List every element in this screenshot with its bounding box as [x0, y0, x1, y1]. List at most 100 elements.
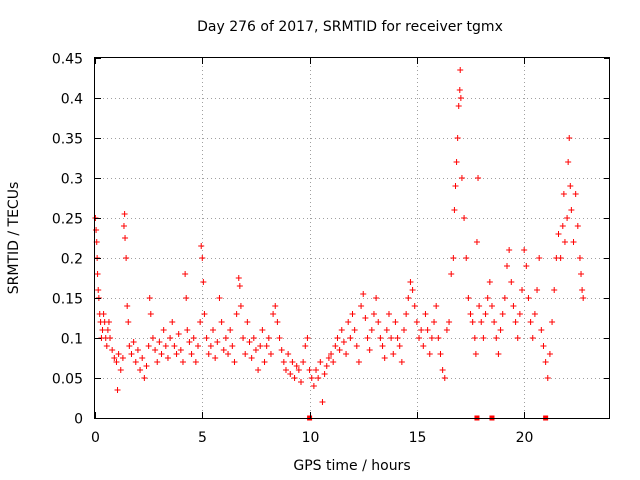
- y-axis-label: SRMTID / TECUs: [6, 182, 22, 295]
- data-point: [231, 359, 238, 365]
- data-point: [199, 255, 206, 261]
- data-point: [265, 335, 272, 341]
- data-point: [162, 343, 169, 349]
- data-point: [360, 291, 367, 297]
- data-point: [516, 311, 523, 317]
- data-point: [504, 263, 510, 269]
- data-point: [345, 319, 352, 325]
- data-point: [252, 347, 259, 353]
- data-point: [508, 279, 515, 285]
- data-point: [370, 311, 377, 317]
- y-tick-label: 0.2: [61, 252, 83, 268]
- data-point: [289, 359, 296, 365]
- data-point: [295, 367, 302, 373]
- data-point: [540, 343, 547, 349]
- x-tick-label: 15: [409, 430, 427, 446]
- data-point: [469, 319, 476, 325]
- data-point: [195, 343, 201, 349]
- data-point: [222, 335, 229, 341]
- data-point: [536, 255, 543, 261]
- data-point: [529, 335, 536, 341]
- data-point: [233, 311, 240, 317]
- data-point: [435, 335, 442, 341]
- data-point: [426, 351, 433, 357]
- data-point: [126, 343, 133, 349]
- x-tick-label: 0: [91, 430, 100, 446]
- data-point: [259, 327, 266, 333]
- data-point: [514, 335, 521, 341]
- data-point: [431, 319, 438, 325]
- data-point: [242, 351, 249, 357]
- data-point: [465, 295, 472, 301]
- data-point: [188, 351, 195, 357]
- data-point: [109, 347, 116, 353]
- data-point: [95, 287, 102, 293]
- data-point: [114, 387, 121, 393]
- data-point: [321, 371, 328, 377]
- data-point: [123, 255, 130, 261]
- data-point: [501, 295, 508, 301]
- data-point: [143, 363, 150, 369]
- data-point: [139, 355, 146, 361]
- data-point: [201, 311, 208, 317]
- data-point: [463, 255, 470, 261]
- data-point: [409, 287, 416, 293]
- data-point: [160, 327, 167, 333]
- data-point: [381, 355, 388, 361]
- data-point: [480, 335, 487, 341]
- data-point: [287, 371, 294, 377]
- data-point: [328, 351, 335, 357]
- x-tick-label: 20: [516, 430, 534, 446]
- data-point: [358, 303, 365, 309]
- data-point: [169, 319, 176, 325]
- data-point: [551, 287, 558, 293]
- data-point: [546, 351, 553, 357]
- y-tick-label: 0.25: [52, 212, 83, 228]
- data-point: [317, 359, 324, 365]
- data-point: [323, 363, 330, 369]
- data-point: [192, 359, 199, 365]
- data-point: [452, 183, 459, 189]
- data-point: [250, 335, 257, 341]
- data-point: [349, 311, 356, 317]
- data-point: [270, 311, 277, 317]
- data-point: [210, 327, 217, 333]
- data-point: [216, 295, 223, 301]
- data-point: [338, 327, 345, 333]
- data-point: [282, 367, 289, 373]
- data-point: [385, 311, 392, 317]
- y-tick-label: 0.05: [52, 372, 83, 388]
- data-point: [235, 275, 242, 281]
- data-point: [519, 287, 526, 293]
- y-tick-label: 0.35: [52, 132, 83, 148]
- data-point: [177, 347, 184, 353]
- data-point: [147, 311, 154, 317]
- data-point: [141, 375, 148, 381]
- data-point: [315, 375, 322, 381]
- data-point: [225, 351, 232, 357]
- x-tick-label: 5: [198, 430, 207, 446]
- x-axis-label: GPS time / hours: [293, 458, 410, 474]
- data-point: [248, 355, 255, 361]
- data-point: [111, 355, 118, 361]
- axis-ticks: [95, 58, 610, 419]
- data-point: [510, 303, 517, 309]
- data-point: [401, 327, 407, 333]
- data-point: [120, 223, 127, 229]
- data-point: [478, 319, 485, 325]
- data-point: [100, 311, 107, 317]
- data-point: [437, 351, 444, 357]
- data-point: [200, 279, 207, 285]
- data-point: [132, 359, 139, 365]
- data-point: [392, 319, 399, 325]
- data-point: [240, 335, 247, 341]
- data-point: [422, 311, 429, 317]
- data-point: [497, 327, 504, 333]
- data-point: [568, 207, 575, 213]
- data-point: [278, 347, 285, 353]
- data-point: [355, 359, 362, 365]
- data-point: [564, 215, 571, 221]
- data-point: [167, 335, 174, 341]
- data-point: [549, 319, 556, 325]
